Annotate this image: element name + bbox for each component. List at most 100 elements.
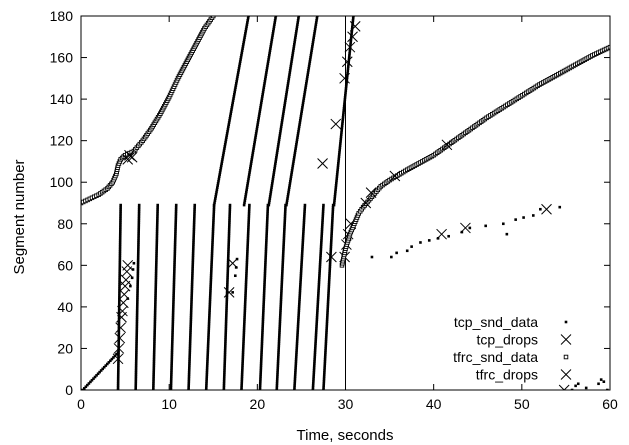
tcp-snd-data-mark bbox=[281, 265, 284, 269]
tcp-snd-data-mark bbox=[279, 309, 282, 313]
tcp-snd-data-mark bbox=[134, 386, 138, 390]
tcp-snd-data-mark bbox=[293, 38, 297, 42]
tcp-snd-data-mark bbox=[155, 234, 159, 238]
tcp-snd-data-point bbox=[468, 226, 472, 230]
tcp-snd-data-mark bbox=[206, 353, 210, 357]
tcp-snd-data-mark bbox=[136, 298, 139, 302]
tcp-snd-data-mark bbox=[246, 19, 250, 22]
tcp-snd-data-mark bbox=[330, 232, 333, 235]
tcp-snd-data-mark bbox=[329, 247, 333, 251]
tcp-snd-data-mark bbox=[117, 329, 121, 332]
tcp-snd-data-mark bbox=[223, 142, 227, 146]
tcp-snd-data-mark bbox=[152, 353, 156, 357]
tcp-snd-data-mark bbox=[173, 250, 177, 253]
tcp-snd-data-mark bbox=[294, 357, 298, 361]
tcp-snd-data-mark bbox=[295, 344, 299, 348]
tcp-snd-data-mark bbox=[303, 90, 307, 94]
tcp-snd-data-mark bbox=[309, 51, 313, 55]
tcp-drops-point-stroke-b bbox=[117, 297, 129, 309]
tcp-snd-data-mark bbox=[219, 166, 223, 170]
tfrc-drops-point-stroke-b bbox=[339, 72, 350, 84]
tcp-snd-data-mark bbox=[222, 384, 226, 387]
tcp-snd-data-mark bbox=[318, 263, 322, 266]
tcp-snd-data-mark bbox=[241, 360, 244, 363]
tcp-snd-data-mark bbox=[322, 203, 325, 207]
tcp-snd-data-mark bbox=[277, 140, 281, 144]
tcp-snd-data-mark bbox=[277, 138, 281, 142]
tcp-snd-data-point bbox=[514, 218, 517, 221]
tcp-snd-data-mark bbox=[208, 313, 211, 317]
tcp-snd-data-point bbox=[130, 276, 134, 280]
tcp-snd-data-mark bbox=[104, 364, 108, 367]
tcp-snd-data-mark bbox=[279, 127, 283, 131]
tcp-snd-data-mark bbox=[189, 333, 192, 337]
tcp-snd-data-mark bbox=[286, 192, 290, 196]
tcp-snd-data-point bbox=[233, 274, 237, 278]
tcp-snd-data-mark bbox=[308, 62, 311, 66]
tfrc-drops-point bbox=[330, 118, 342, 130]
tcp-snd-data-mark bbox=[117, 360, 120, 363]
tcp-snd-data-mark bbox=[311, 386, 315, 390]
tcp-snd-data-mark bbox=[135, 305, 139, 308]
tcp-snd-data-mark bbox=[173, 247, 177, 251]
tcp-snd-data-mark bbox=[210, 247, 214, 251]
tcp-snd-data-mark bbox=[312, 371, 316, 374]
tcp-snd-data-mark bbox=[280, 283, 284, 286]
tcp-snd-data-mark bbox=[211, 243, 214, 247]
tcp-snd-data-mark bbox=[225, 294, 229, 297]
tcp-snd-data-mark bbox=[331, 214, 334, 218]
tcp-snd-data-mark bbox=[335, 179, 338, 183]
tcp-snd-data-mark bbox=[189, 313, 193, 317]
tcp-snd-data-mark bbox=[300, 108, 304, 111]
tcp-snd-data-mark bbox=[330, 230, 334, 233]
tcp-snd-data-mark bbox=[218, 171, 222, 174]
tcp-snd-data-mark bbox=[227, 243, 230, 247]
tcp-snd-data-mark bbox=[135, 331, 139, 335]
tcp-snd-data-mark bbox=[171, 307, 175, 310]
tcp-snd-data-mark bbox=[336, 170, 339, 174]
tcp-snd-data-mark bbox=[261, 320, 265, 324]
tfrc-drops-point bbox=[339, 72, 350, 84]
tcp-snd-data-mark bbox=[118, 250, 122, 253]
tcp-snd-data-mark bbox=[119, 205, 122, 209]
tcp-snd-data-mark bbox=[262, 84, 266, 87]
tcp-snd-data-mark bbox=[154, 276, 158, 280]
tcp-snd-data-mark bbox=[137, 243, 140, 247]
tcp-snd-data-mark bbox=[187, 377, 191, 381]
tcp-snd-data-mark bbox=[214, 192, 218, 196]
tcp-snd-data-mark bbox=[246, 250, 249, 253]
tcp-snd-data-mark bbox=[276, 366, 280, 370]
tfrc-drops-point-stroke-b bbox=[389, 170, 401, 182]
tcp-snd-data-mark bbox=[301, 234, 305, 238]
tcp-snd-data-mark bbox=[253, 142, 256, 146]
tcp-snd-data-mark bbox=[300, 254, 304, 258]
legend-label: tcp_drops bbox=[477, 332, 538, 348]
tcp-snd-data-mark bbox=[282, 239, 286, 242]
tcp-snd-data-mark bbox=[246, 243, 249, 247]
tcp-snd-data-mark bbox=[171, 309, 175, 313]
tcp-snd-data-mark bbox=[282, 108, 286, 111]
tcp-snd-data-mark bbox=[264, 250, 268, 253]
legend-marker-stroke-b bbox=[560, 369, 572, 380]
tcp-snd-data-mark bbox=[136, 276, 140, 280]
tcp-snd-data-mark bbox=[325, 318, 329, 321]
tcp-snd-data-mark bbox=[225, 136, 228, 140]
tcp-snd-data-mark bbox=[247, 221, 250, 224]
tcp-snd-data-mark bbox=[210, 263, 213, 266]
tcp-snd-data-mark bbox=[321, 223, 324, 227]
tcp-snd-data-mark bbox=[311, 382, 315, 385]
tcp-snd-data-mark bbox=[274, 16, 277, 20]
tcp-snd-data-mark bbox=[204, 386, 208, 390]
tcp-snd-data-mark bbox=[296, 329, 300, 332]
tcp-snd-data-mark bbox=[282, 110, 285, 113]
tcp-snd-data-mark bbox=[119, 227, 122, 231]
tcp-snd-data-mark bbox=[283, 105, 286, 109]
tcp-snd-data-mark bbox=[283, 210, 287, 213]
y-tick-label: 0 bbox=[65, 382, 73, 398]
tcp-snd-data-mark bbox=[333, 197, 337, 200]
tcp-snd-data-mark bbox=[207, 320, 211, 324]
tcp-snd-data-mark bbox=[280, 274, 284, 277]
tcp-snd-data-mark bbox=[237, 69, 240, 72]
tcp-snd-data-mark bbox=[137, 245, 140, 249]
tcp-snd-data-mark bbox=[299, 283, 302, 286]
